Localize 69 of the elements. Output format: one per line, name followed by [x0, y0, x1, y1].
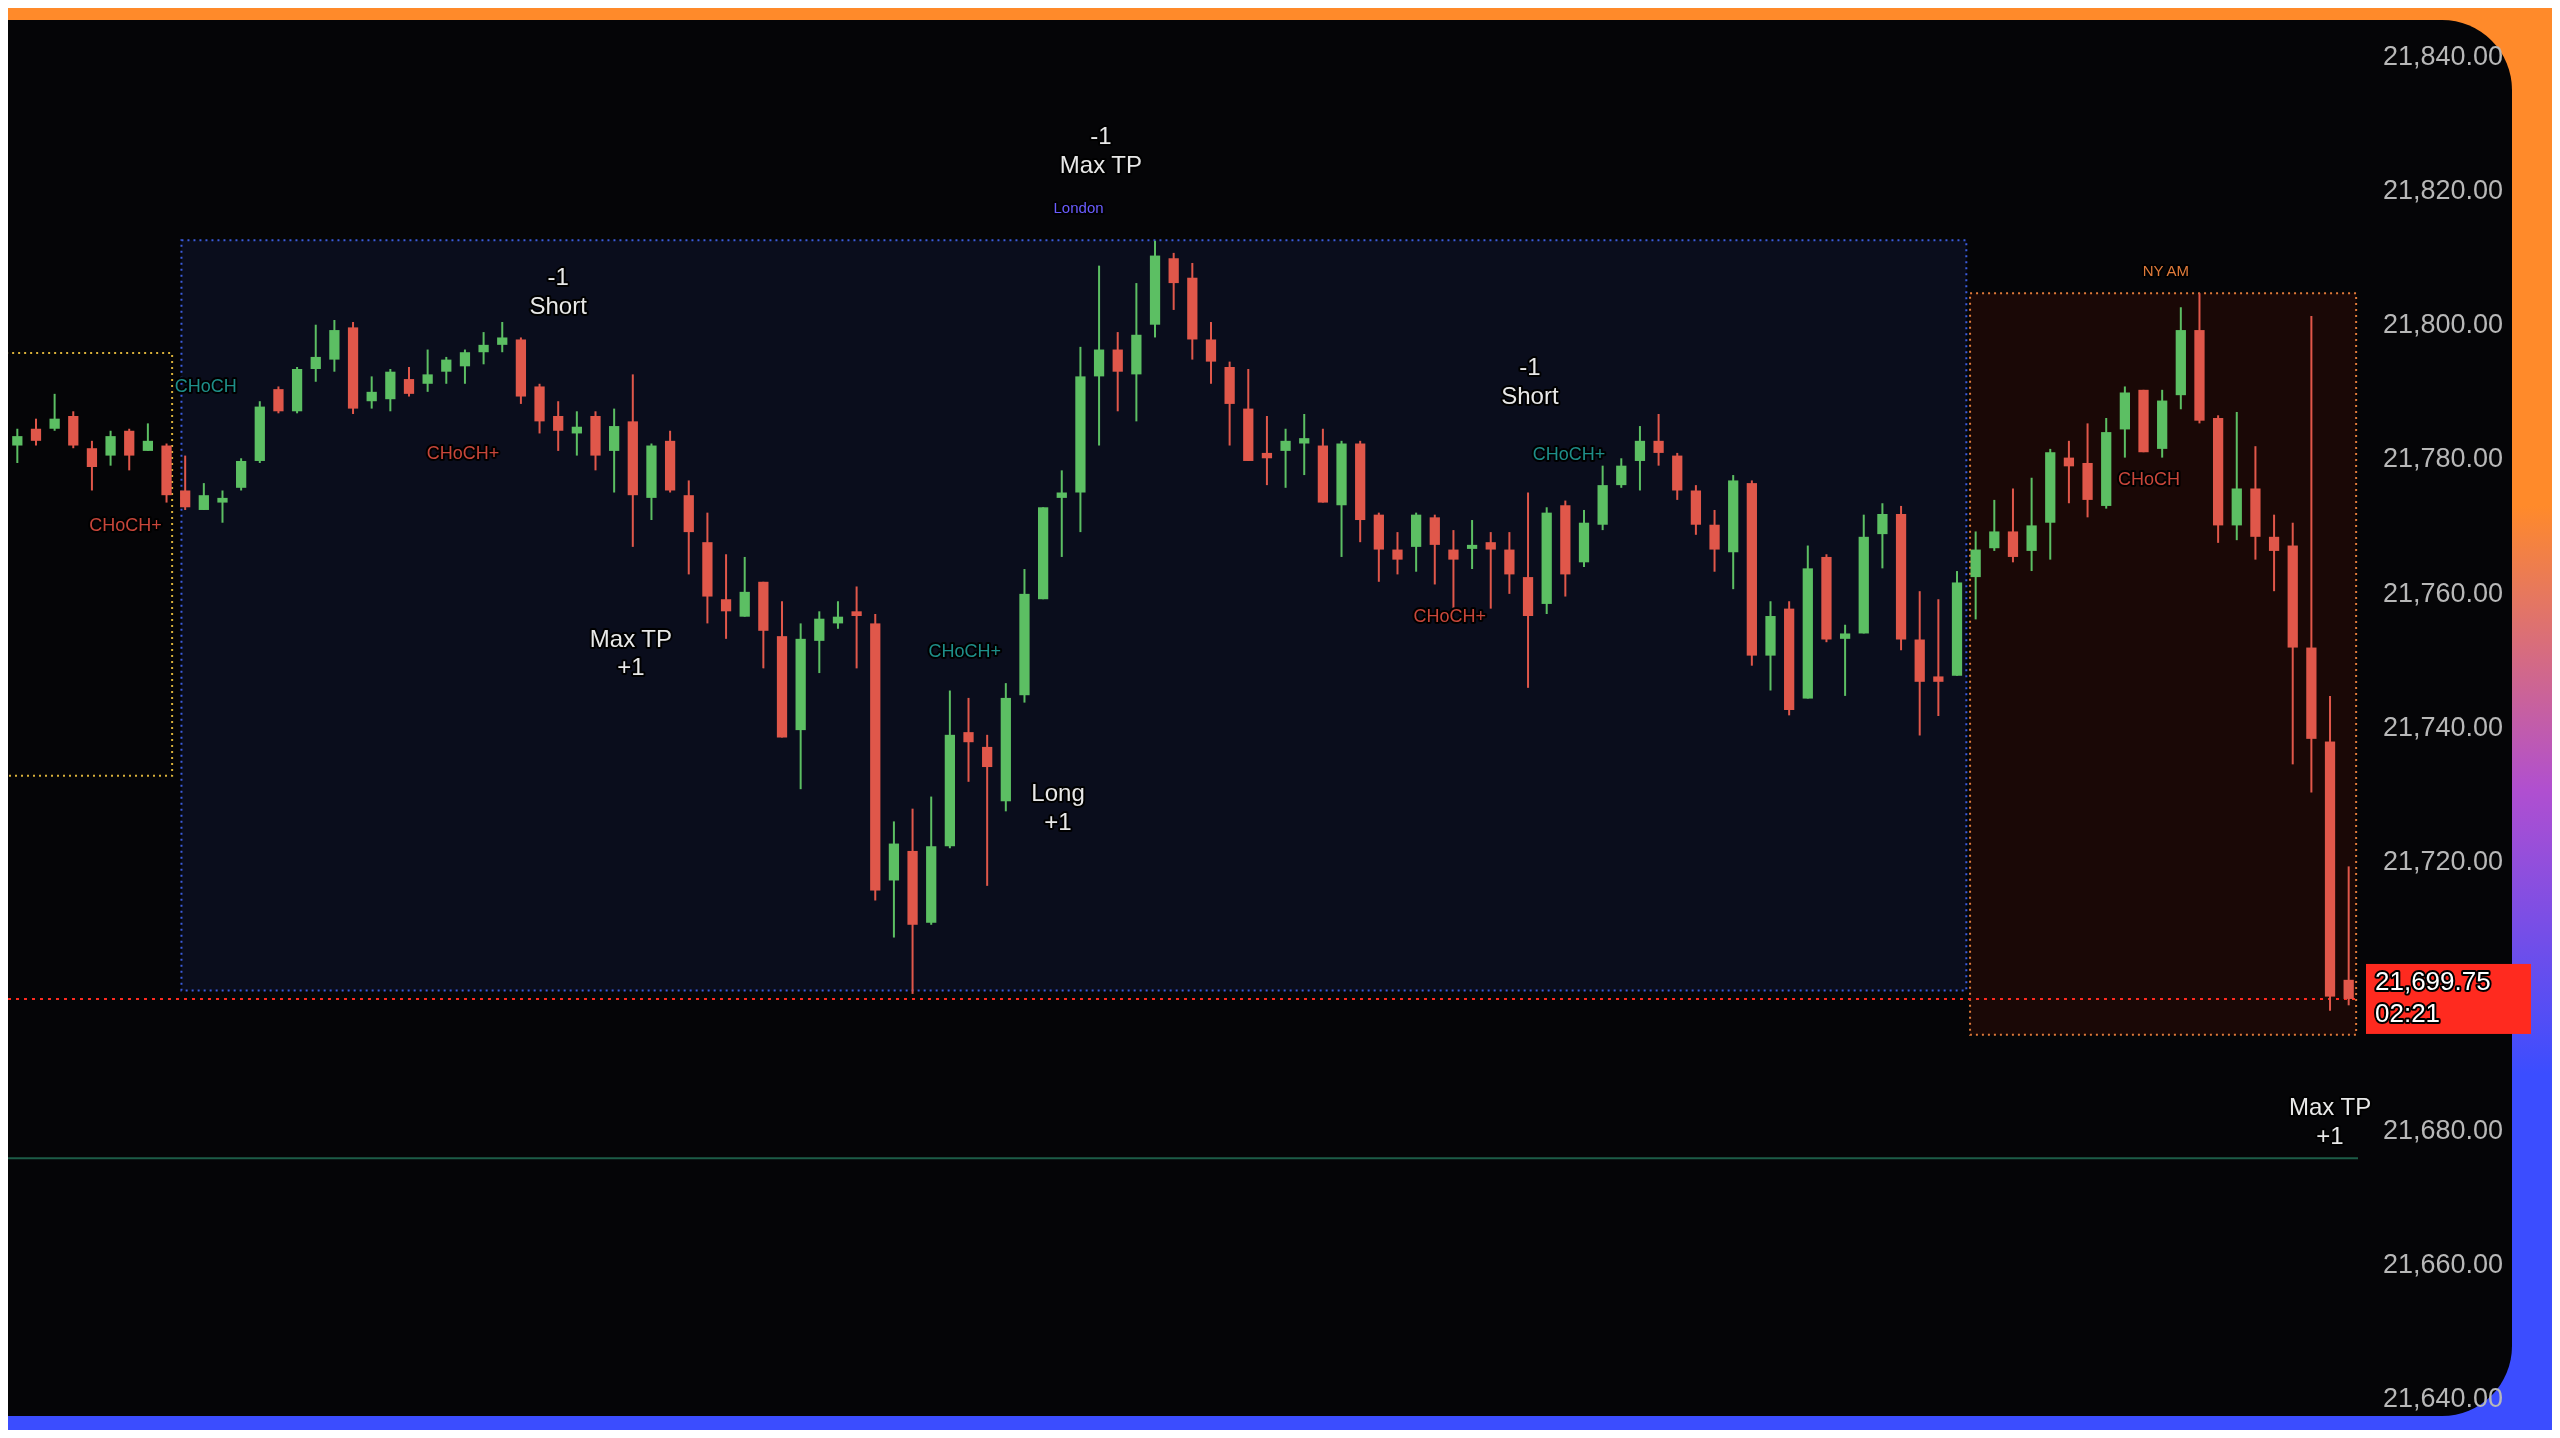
candlestick	[1448, 529, 1459, 610]
y-tick-label: 21,760.00	[2383, 577, 2504, 608]
candlestick	[478, 331, 489, 366]
annotation: CHoCH	[2118, 469, 2181, 490]
y-tick-label: 21,740.00	[2383, 711, 2504, 742]
candlestick	[1485, 531, 1496, 610]
candlestick	[1299, 412, 1310, 477]
y-tick-label: 21,800.00	[2383, 309, 2504, 340]
candlestick	[366, 375, 377, 410]
candlestick	[2343, 865, 2354, 1007]
y-tick-label: 21,820.00	[2383, 174, 2504, 205]
candlestick	[1205, 321, 1217, 385]
candlestick	[180, 454, 191, 511]
candlestick	[142, 422, 154, 452]
candlestick	[12, 427, 23, 464]
y-tick-label: 21,840.00	[2383, 40, 2504, 71]
annotation: Long +1	[1031, 779, 1085, 836]
candlestick	[1616, 457, 1627, 489]
candlestick	[49, 392, 60, 432]
candlestick	[2268, 513, 2280, 593]
candlestick	[1933, 598, 1944, 718]
candlestick	[497, 321, 508, 354]
y-tick-label: 21,780.00	[2383, 443, 2504, 474]
candlestick	[1280, 427, 1291, 489]
y-tick-label: 21,720.00	[2383, 846, 2504, 877]
candlestick	[198, 482, 209, 511]
annotation: -1 Short	[1501, 353, 1559, 410]
candlestick	[851, 585, 862, 670]
annotation: -1 Short	[529, 263, 588, 319]
annotation: CHoCH+	[928, 640, 1002, 661]
candlestick	[1056, 469, 1067, 558]
candlestick	[1093, 264, 1105, 447]
candlestick	[1989, 498, 2000, 552]
annotation: NY AM	[2142, 262, 2190, 280]
annotation: London	[1053, 198, 1104, 216]
candlestick	[217, 489, 228, 524]
candlestick	[553, 400, 564, 452]
annotation: CHoCH+	[1413, 605, 1486, 626]
candlestick	[814, 610, 825, 675]
candlestick	[310, 323, 321, 383]
annotation: Max TP +1	[589, 624, 673, 681]
y-tick-label: 21,660.00	[2383, 1248, 2504, 1279]
annotation: CHoCH+	[89, 514, 162, 535]
candlestick	[982, 733, 993, 887]
candlestick	[963, 696, 974, 783]
candlestick	[1839, 623, 1851, 697]
candlestick	[1653, 412, 1664, 467]
candlestick	[720, 553, 732, 640]
candlestick	[1466, 519, 1478, 571]
candlestick	[403, 365, 415, 398]
candlestick	[459, 348, 471, 385]
ref-line-label: 21,699.75 02:21	[2375, 966, 2491, 1028]
candlestick	[1634, 425, 1646, 492]
annotation: CHoCH+	[426, 442, 500, 463]
candlestick	[422, 348, 433, 393]
candlestick	[105, 429, 116, 467]
annotation: -1 Max TP	[1059, 122, 1143, 179]
candlestick	[273, 385, 284, 415]
candlestick	[86, 439, 98, 492]
candlestick	[441, 355, 452, 385]
y-tick-label: 21,680.00	[2383, 1114, 2504, 1145]
candlestick	[1392, 531, 1403, 576]
annotation: Max TP +1	[2288, 1093, 2372, 1150]
candlestick	[30, 417, 42, 447]
annotation: CHoCH	[174, 375, 237, 396]
annotation: CHoCH+	[1532, 443, 1606, 464]
candlestick	[1261, 414, 1273, 487]
candlestick	[1112, 331, 1123, 413]
candlestick	[1877, 502, 1888, 570]
